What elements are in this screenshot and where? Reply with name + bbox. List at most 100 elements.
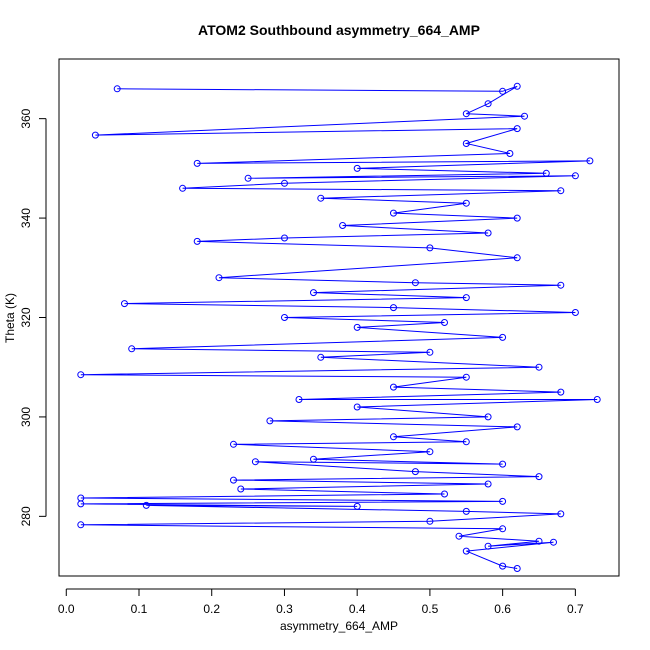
data-point (484, 100, 492, 108)
data-point (484, 413, 492, 421)
data-point (571, 172, 579, 180)
data-point (550, 538, 557, 546)
data-layer (77, 82, 601, 572)
data-point (586, 157, 594, 165)
data-point (281, 179, 288, 187)
data-point (484, 229, 492, 237)
data-point (513, 254, 521, 262)
data-point (499, 333, 507, 341)
data-point (353, 502, 361, 510)
data-point (557, 187, 565, 195)
data-point (230, 440, 237, 448)
series-line (80, 85, 598, 569)
data-point (499, 525, 507, 533)
data-point (317, 353, 325, 361)
x-tick-label: 0.4 (349, 602, 366, 616)
data-point (593, 396, 601, 403)
data-point (513, 214, 521, 222)
data-point (462, 547, 470, 555)
y-axis-title: Theta (K) (3, 293, 17, 343)
data-point (513, 82, 521, 90)
data-point (310, 289, 317, 297)
data-point (462, 294, 470, 302)
data-point (237, 485, 245, 493)
data-point (499, 460, 507, 468)
data-point (390, 383, 397, 391)
data-point (310, 455, 317, 463)
data-point (142, 501, 150, 509)
data-point (266, 417, 274, 425)
data-point (390, 209, 397, 217)
data-point (339, 222, 347, 229)
data-point (281, 314, 288, 321)
data-point (484, 542, 492, 550)
y-tick-label: 340 (19, 208, 33, 228)
data-point (462, 199, 470, 207)
data-point (571, 309, 579, 316)
data-point (462, 373, 470, 381)
data-point (215, 274, 223, 282)
data-point (542, 169, 550, 177)
data-point (557, 388, 565, 396)
data-point (390, 433, 397, 441)
data-point (462, 507, 470, 515)
data-point (484, 480, 492, 488)
x-axis-title: asymmetry_664_AMP (280, 619, 398, 633)
data-point (193, 237, 201, 245)
data-point (499, 87, 507, 95)
data-point (121, 300, 128, 308)
data-point (251, 458, 259, 466)
data-point (281, 234, 288, 242)
data-point (455, 532, 463, 540)
x-tick-label: 0.2 (203, 602, 220, 616)
data-point (353, 403, 361, 411)
data-point (462, 140, 470, 147)
y-tick-label: 360 (19, 108, 33, 128)
data-point (513, 125, 521, 133)
chart-title: ATOM2 Southbound asymmetry_664_AMP (198, 22, 480, 38)
x-tick-label: 0.5 (422, 602, 439, 616)
data-point (513, 565, 521, 572)
data-point (426, 517, 434, 525)
data-point (506, 150, 514, 157)
data-point (441, 490, 448, 498)
x-tick-label: 0.0 (58, 602, 75, 616)
data-point (295, 396, 303, 403)
plot-frame (58, 58, 620, 577)
y-axis: 280 300 320 340 360 (19, 108, 47, 526)
data-point (179, 184, 187, 192)
data-point (441, 319, 448, 326)
data-point (426, 244, 434, 252)
data-point (535, 473, 543, 481)
x-tick-label: 0.7 (567, 602, 584, 616)
data-point (426, 348, 434, 356)
data-point (353, 323, 361, 331)
data-point (426, 448, 434, 456)
x-tick-label: 0.3 (276, 602, 293, 616)
data-point (521, 112, 528, 120)
y-tick-label: 280 (19, 506, 33, 526)
y-tick-label: 300 (19, 407, 33, 427)
data-point (77, 521, 85, 529)
data-point (499, 562, 507, 570)
data-point (411, 468, 419, 476)
data-point (535, 537, 543, 545)
data-point (353, 164, 361, 172)
data-point (557, 510, 565, 518)
data-point (77, 371, 85, 379)
data-point (411, 279, 419, 287)
data-point (77, 500, 85, 508)
x-axis: 0.0 0.1 0.2 0.3 0.4 0.5 0.6 0.7 (58, 588, 584, 616)
y-tick-label: 320 (19, 307, 33, 327)
data-point (390, 304, 397, 312)
x-tick-label: 0.1 (131, 602, 148, 616)
data-point (513, 423, 521, 431)
data-point (230, 476, 237, 484)
data-point (462, 438, 470, 446)
data-point (91, 131, 99, 139)
data-point (499, 497, 507, 505)
data-point (128, 345, 136, 353)
x-tick-label: 0.6 (494, 602, 511, 616)
